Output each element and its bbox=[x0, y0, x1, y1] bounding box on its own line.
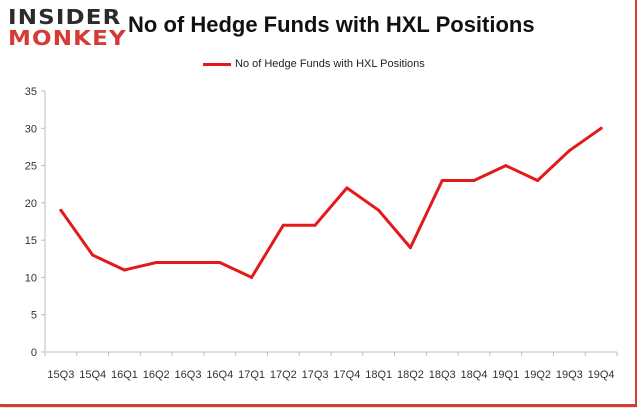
data-point bbox=[377, 208, 381, 212]
x-tick-label: 15Q4 bbox=[79, 369, 106, 381]
x-tick-label: 15Q3 bbox=[47, 369, 74, 381]
y-tick-label: 25 bbox=[25, 161, 37, 173]
x-tick-label: 18Q3 bbox=[429, 369, 456, 381]
x-tick-label: 19Q1 bbox=[492, 369, 519, 381]
data-point bbox=[91, 253, 95, 257]
legend-label: No of Hedge Funds with HXL Positions bbox=[235, 58, 425, 70]
y-tick-label: 5 bbox=[31, 310, 37, 322]
data-point bbox=[567, 149, 571, 153]
x-tick-label: 17Q1 bbox=[238, 369, 265, 381]
data-point bbox=[345, 186, 349, 190]
x-tick-label: 19Q2 bbox=[524, 369, 551, 381]
x-tick-label: 16Q2 bbox=[143, 369, 170, 381]
x-tick-label: 17Q3 bbox=[302, 369, 329, 381]
y-tick-label: 10 bbox=[25, 272, 37, 284]
data-point bbox=[218, 261, 222, 265]
x-tick-label: 18Q2 bbox=[397, 369, 424, 381]
y-tick-label: 35 bbox=[25, 86, 37, 98]
data-point bbox=[472, 178, 476, 182]
y-tick-label: 20 bbox=[25, 198, 37, 210]
data-point bbox=[440, 178, 444, 182]
insider-monkey-logo: INSIDER MONKEY bbox=[8, 7, 126, 55]
legend-swatch bbox=[203, 62, 231, 66]
logo-text-top: INSIDER bbox=[8, 5, 122, 29]
series-line bbox=[59, 126, 603, 279]
chart-legend: No of Hedge Funds with HXL Positions bbox=[203, 57, 425, 71]
y-tick-label: 30 bbox=[25, 123, 37, 135]
x-tick-label: 16Q1 bbox=[111, 369, 138, 381]
data-point bbox=[599, 126, 603, 130]
chart-title: No of Hedge Funds with HXL Positions bbox=[128, 12, 535, 37]
data-point bbox=[313, 223, 317, 227]
data-point bbox=[250, 275, 254, 279]
y-tick-label: 0 bbox=[31, 347, 37, 359]
data-point bbox=[154, 261, 158, 265]
data-point bbox=[186, 261, 190, 265]
data-point bbox=[59, 208, 63, 212]
x-tick-label: 18Q1 bbox=[365, 369, 392, 381]
data-point bbox=[504, 164, 508, 168]
y-tick-label: 15 bbox=[25, 235, 37, 247]
x-tick-label: 19Q3 bbox=[556, 369, 583, 381]
x-tick-label: 19Q4 bbox=[588, 369, 615, 381]
data-point bbox=[408, 246, 412, 250]
x-tick-label: 18Q4 bbox=[461, 369, 488, 381]
x-tick-label: 16Q3 bbox=[175, 369, 202, 381]
x-tick-label: 17Q2 bbox=[270, 369, 297, 381]
logo-text-bottom: MONKEY bbox=[8, 26, 127, 50]
data-point bbox=[122, 268, 126, 272]
data-point bbox=[281, 223, 285, 227]
x-tick-label: 17Q4 bbox=[333, 369, 360, 381]
data-point bbox=[536, 178, 540, 182]
x-tick-label: 16Q4 bbox=[206, 369, 233, 381]
